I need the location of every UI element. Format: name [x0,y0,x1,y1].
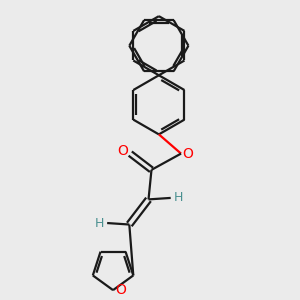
Text: H: H [173,191,183,204]
Text: H: H [95,217,104,230]
Text: O: O [115,283,126,297]
Text: O: O [182,147,193,160]
Text: O: O [117,144,128,158]
